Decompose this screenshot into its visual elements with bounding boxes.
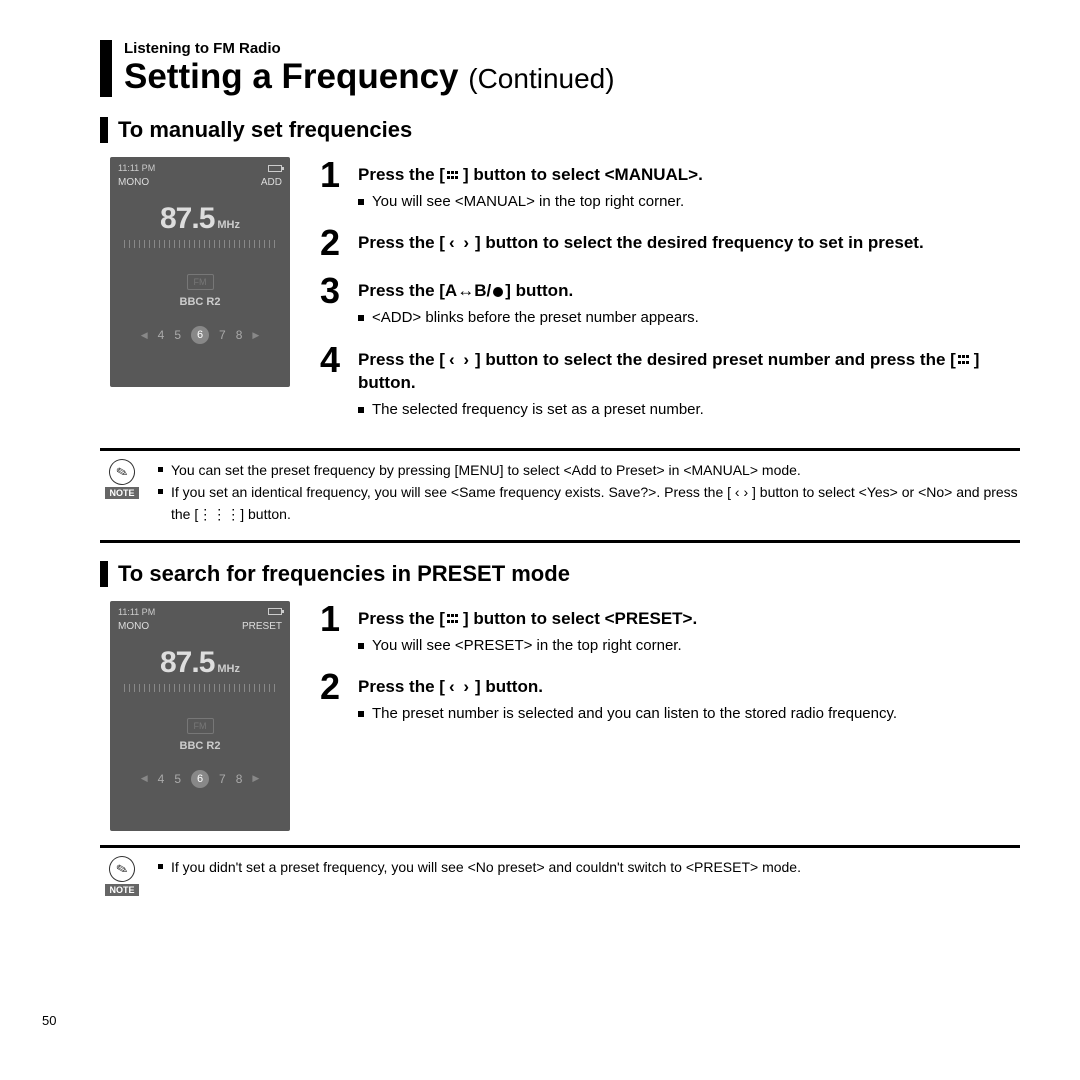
- freq-scale: [124, 240, 276, 248]
- step-1: 1 Press the [] button to select <MANUAL>…: [320, 157, 1020, 213]
- pencil-icon: ✎: [106, 853, 138, 885]
- divider: [100, 540, 1020, 543]
- pencil-icon: ✎: [106, 456, 138, 488]
- subheading-manual: To manually set frequencies: [100, 117, 1020, 143]
- step-1: 1 Press the [] button to select <PRESET>…: [320, 601, 1020, 657]
- preset-row: ◀ 4 5 6 7 8 ▶: [118, 326, 282, 344]
- battery-icon: [268, 165, 282, 172]
- section-label: Listening to FM Radio: [124, 40, 1020, 57]
- arrows-icon: ‹ ›: [449, 231, 471, 255]
- arrows-icon: ‹ ›: [449, 348, 471, 372]
- note-badge: ✎ NOTE: [100, 856, 144, 896]
- step-2: 2 Press the [‹ ›] button to select the d…: [320, 225, 1020, 261]
- note-block-2: ✎ NOTE If you didn't set a preset freque…: [100, 856, 1020, 896]
- device-screenshot-2: 11:11 PM MONOPRESET 87.5MHz FM BBC R2 ◀ …: [110, 601, 290, 831]
- device-screenshot-1: 11:11 PM MONOADD 87.5MHz FM BBC R2 ◀ 4 5…: [110, 157, 290, 387]
- divider: [100, 448, 1020, 451]
- step-4: 4 Press the [‹ ›] button to select the d…: [320, 342, 1020, 422]
- grid-icon: [958, 355, 972, 365]
- step-3: 3 Press the [A↔B/] button. <ADD> blinks …: [320, 273, 1020, 329]
- arrows-icon: ‹ ›: [449, 675, 471, 699]
- note-badge: ✎ NOTE: [100, 459, 144, 499]
- section1-content: 11:11 PM MONOADD 87.5MHz FM BBC R2 ◀ 4 5…: [100, 157, 1020, 434]
- grid-icon: [447, 614, 461, 624]
- steps-section2: 1 Press the [] button to select <PRESET>…: [320, 601, 1020, 738]
- page-header: Listening to FM Radio Setting a Frequenc…: [100, 40, 1020, 97]
- grid-icon: [447, 171, 461, 181]
- step-2: 2 Press the [‹ ›] button. The preset num…: [320, 669, 1020, 725]
- preset-row: ◀ 4 5 6 7 8 ▶: [118, 770, 282, 788]
- section2-content: 11:11 PM MONOPRESET 87.5MHz FM BBC R2 ◀ …: [100, 601, 1020, 831]
- divider: [100, 845, 1020, 848]
- freq-scale: [124, 684, 276, 692]
- note-block-1: ✎ NOTE You can set the preset frequency …: [100, 459, 1020, 526]
- page-title: Setting a Frequency (Continued): [124, 57, 1020, 97]
- manual-page: Listening to FM Radio Setting a Frequenc…: [0, 0, 1080, 922]
- page-number: 50: [42, 1013, 56, 1028]
- steps-section1: 1 Press the [] button to select <MANUAL>…: [320, 157, 1020, 434]
- battery-icon: [268, 608, 282, 615]
- subheading-preset: To search for frequencies in PRESET mode: [100, 561, 1020, 587]
- record-icon: [493, 287, 503, 297]
